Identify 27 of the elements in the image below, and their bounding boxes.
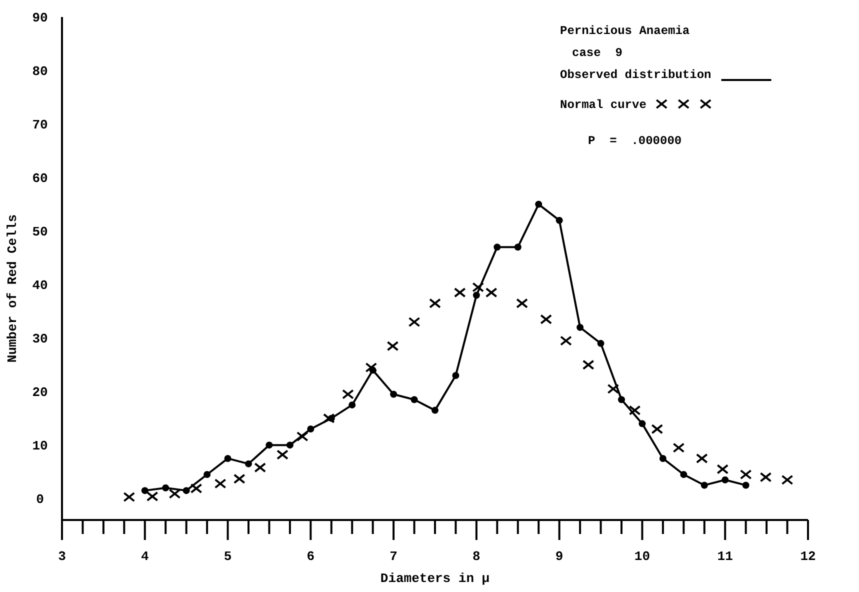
annotation: P = .000000 [588,134,682,148]
x-tick-label: 10 [634,549,650,564]
x-tick-label: 11 [717,549,734,564]
y-tick-label: 10 [32,438,48,454]
annotation: case 9 [572,46,622,60]
y-axis-title: Number of Red Cells [5,214,20,363]
x-tick-label: 7 [390,549,398,564]
y-tick-label: 30 [32,332,48,347]
x-tick-label: 12 [800,549,816,564]
y-tick-label: 0 [36,492,44,508]
legend-label: Observed distribution [560,68,712,82]
x-tick-label: 3 [58,549,66,564]
x-tick-label: 8 [472,549,481,564]
y-tick-label: 60 [32,171,48,186]
y-tick-label: 80 [32,64,48,80]
x-axis-title: Diameters in μ [380,571,490,586]
y-tick-label: 70 [32,118,48,133]
annotation: Pernicious Anaemia [560,24,690,38]
y-tick-label: 20 [32,385,48,400]
y-tick-label: 90 [32,10,48,26]
x-tick-label: 9 [555,549,564,564]
legend-label: Normal curve [560,98,646,112]
x-tick-label: 6 [306,549,315,564]
y-tick-label: 50 [32,224,48,240]
x-tick-label: 5 [224,549,232,564]
x-tick-label: 4 [140,549,149,564]
y-tick-label: 40 [32,278,48,294]
